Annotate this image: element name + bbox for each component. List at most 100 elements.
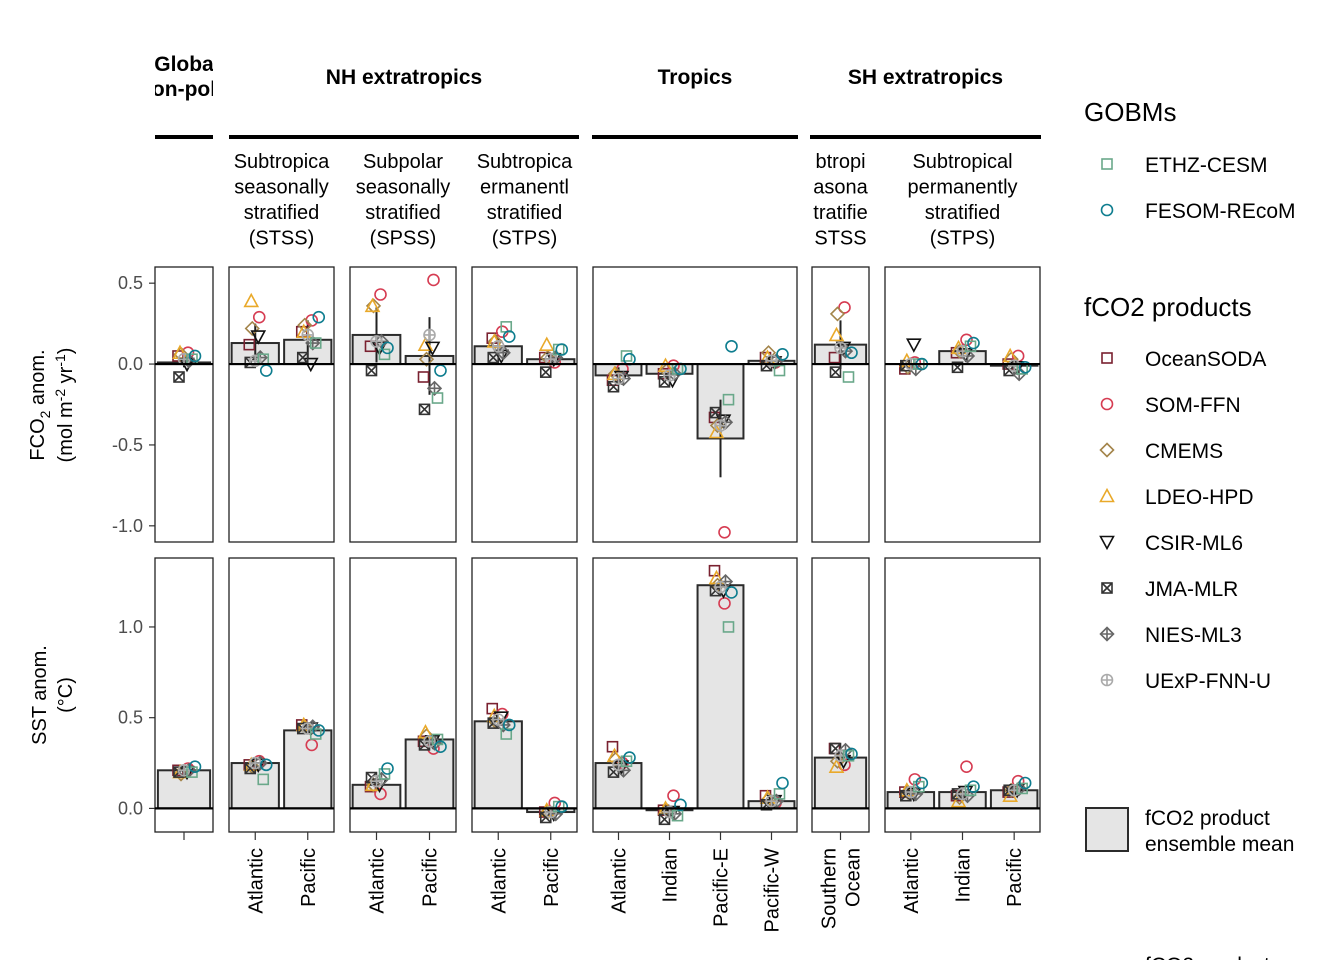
product-point	[612, 372, 625, 385]
product-point	[491, 339, 505, 353]
product-point	[765, 794, 778, 808]
marker-x	[710, 407, 721, 418]
panel-frame	[349, 266, 457, 543]
y-tick-label: 0.5	[118, 708, 143, 728]
marker-box	[829, 366, 842, 378]
x-tick-label: Atlantic	[901, 848, 923, 914]
marker-x	[830, 367, 841, 378]
product-point	[829, 306, 846, 322]
product-point	[718, 597, 731, 610]
marker-x	[488, 352, 499, 363]
marker-plus	[302, 329, 314, 341]
chart-panels	[154, 266, 1041, 833]
gobm-point	[773, 364, 786, 377]
marker-plus	[715, 420, 726, 432]
gobm-point	[431, 733, 444, 746]
y-label-sst-line1: SST anom.	[29, 645, 51, 745]
y-tick-label: 0.5	[118, 273, 143, 293]
panel-frame	[154, 266, 214, 543]
y-axis-ticks: 0.5 0.0 -0.5 -1.0 1.0 0.5 0.0	[112, 273, 155, 818]
gobm-point	[1018, 360, 1032, 374]
legend-footer-fragment: fCO2 product	[1145, 954, 1270, 960]
ensemble-mean-bar	[696, 584, 745, 810]
category-12-sst	[886, 773, 936, 810]
gobm-point	[722, 393, 735, 406]
marker-box	[539, 366, 552, 378]
gobm-point	[555, 800, 569, 813]
category-7-sst	[594, 740, 643, 810]
gobm-point	[381, 762, 394, 775]
gobm-point	[1018, 776, 1032, 790]
y-label-fco2-line2: (mol m-2 yr-1)	[52, 348, 77, 463]
x-tick-label: Atlantic	[609, 848, 631, 914]
product-point	[364, 297, 381, 313]
legend-key-ensemble	[1085, 807, 1129, 852]
gobm-point	[620, 755, 633, 768]
category-10-fco2	[747, 345, 796, 377]
biome-strip-5: btropi asona tratifie STSS	[813, 151, 868, 250]
product-point	[418, 351, 435, 367]
marker-plus	[371, 775, 382, 787]
gobm-point	[842, 371, 855, 383]
gobm-point	[259, 758, 273, 772]
category-3-sst	[351, 762, 402, 810]
legend-label-product: NIES-ML3	[1145, 624, 1242, 647]
legend-label-product: UExP-FNN-U	[1145, 670, 1271, 693]
category-9-sst	[696, 564, 745, 810]
marker-plus	[545, 353, 557, 365]
product-point	[250, 330, 267, 345]
product-point	[301, 328, 315, 342]
product-point	[709, 406, 722, 419]
marker-plus	[424, 329, 435, 341]
category-6-fco2	[526, 336, 576, 378]
gobm-point	[555, 343, 569, 356]
ensemble-mean-bar	[594, 762, 643, 810]
biome-label: Subpolar	[363, 151, 443, 173]
panel-frame	[811, 266, 870, 543]
x-tick-label: Pacific-W	[762, 848, 784, 933]
product-point	[718, 525, 731, 539]
gobm-point	[309, 728, 322, 740]
gobm-point	[381, 341, 394, 355]
group-header-2: Tropics	[658, 66, 733, 89]
marker-plus	[835, 342, 846, 354]
gobm-point	[913, 780, 925, 793]
biome-label: (SPSS)	[370, 228, 437, 250]
product-point	[365, 298, 382, 314]
product-point	[828, 351, 841, 364]
marker-plus	[492, 713, 504, 725]
marker-x	[761, 360, 772, 371]
marker-plus	[1100, 627, 1114, 641]
legend-key-product	[1099, 442, 1115, 458]
group-title: SH extratropics	[848, 66, 1003, 89]
y-tick-label: 1.0	[118, 617, 143, 637]
group-title: NH extratropics	[326, 66, 482, 89]
ensemble-mean-bar	[283, 729, 333, 810]
biome-label: tratifie	[813, 202, 867, 224]
marker-x	[419, 404, 430, 415]
marker-box	[296, 351, 309, 364]
legend-key-product	[1101, 582, 1113, 594]
product-point	[244, 320, 260, 337]
marker-x	[540, 367, 551, 378]
product-point	[173, 371, 185, 383]
marker-x	[659, 376, 670, 387]
legend-key-product	[1099, 487, 1115, 503]
product-point	[243, 338, 256, 351]
product-point	[252, 310, 266, 324]
category-5-fco2	[473, 321, 523, 366]
product-point	[297, 317, 313, 333]
biome-strip-3: Subtropica ermanentl stratified (STPS)	[477, 151, 573, 250]
biome-label: seasonally	[356, 177, 451, 199]
product-point	[960, 760, 973, 773]
x-tick-label: Atlantic	[488, 848, 510, 914]
x-tick-label: Indian	[660, 848, 682, 903]
gobm-point	[964, 340, 977, 353]
product-point	[370, 774, 383, 788]
legend-key-product	[1100, 673, 1114, 687]
product-point	[667, 789, 680, 803]
biome-label: STSS	[814, 228, 866, 250]
legend: GOBMs ETHZ-CESM FESOM-REcoM fCO2 products Oc…	[1084, 97, 1296, 960]
product-point	[956, 787, 969, 801]
